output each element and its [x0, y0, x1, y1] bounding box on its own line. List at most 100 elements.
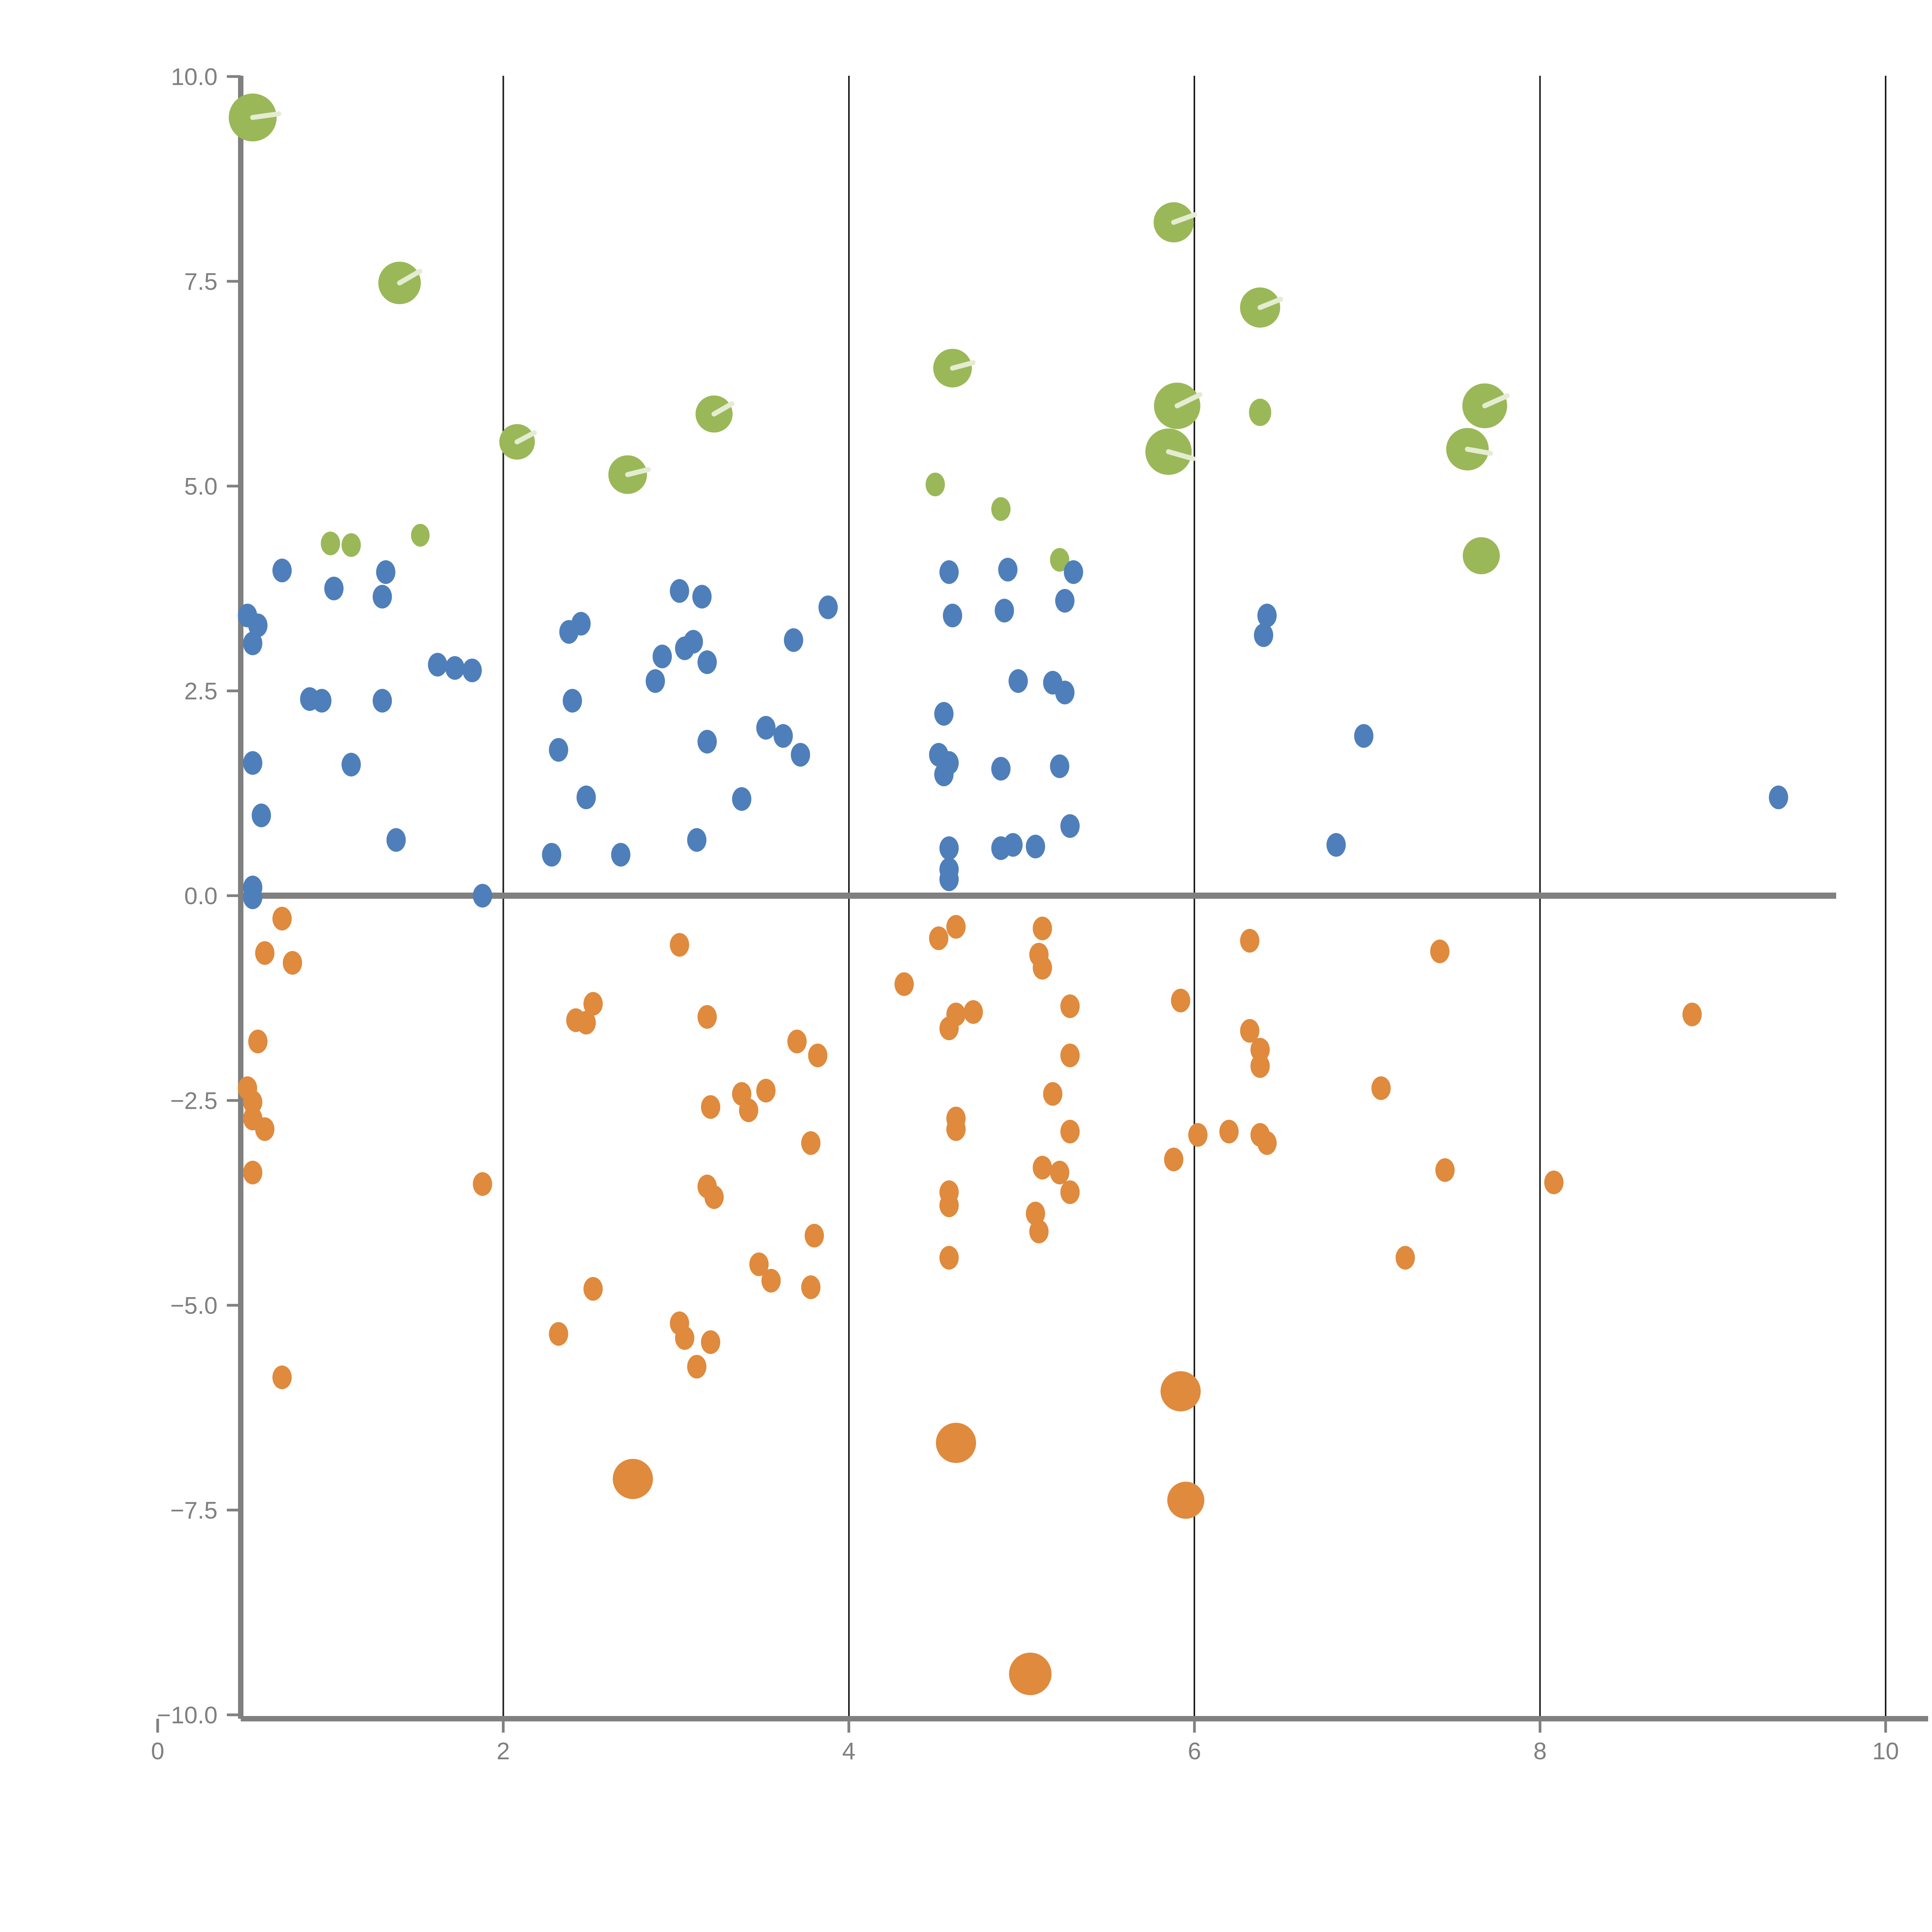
data-point-green-4[interactable]	[933, 349, 976, 388]
data-point-orange-40[interactable]	[255, 1117, 275, 1141]
data-point-orange-64[interactable]	[749, 1252, 769, 1276]
data-point-blue-34[interactable]	[563, 689, 582, 713]
data-point-orange-21[interactable]	[939, 1016, 959, 1041]
data-point-orange-38[interactable]	[946, 1117, 966, 1141]
data-point-orange-52[interactable]	[1544, 1170, 1564, 1194]
data-point-green-8[interactable]	[499, 424, 537, 460]
data-point-blue-16[interactable]	[1257, 604, 1277, 628]
data-point-blue-17[interactable]	[559, 620, 579, 644]
data-point-orange-76[interactable]	[612, 1459, 653, 1499]
data-point-orange-26[interactable]	[808, 1043, 828, 1068]
data-point-orange-43[interactable]	[1219, 1119, 1239, 1144]
data-point-blue-45[interactable]	[243, 751, 262, 775]
data-point-green-14[interactable]	[991, 497, 1011, 521]
data-point-blue-4[interactable]	[1064, 560, 1083, 584]
data-point-orange-61[interactable]	[804, 1224, 824, 1248]
data-point-blue-42[interactable]	[791, 743, 810, 767]
data-point-blue-37[interactable]	[756, 716, 776, 740]
data-point-orange-50[interactable]	[1164, 1147, 1184, 1172]
data-point-blue-15[interactable]	[995, 599, 1014, 622]
data-point-orange-28[interactable]	[1250, 1054, 1270, 1078]
data-point-orange-78[interactable]	[1009, 1653, 1052, 1695]
data-point-green-0[interactable]	[228, 94, 281, 141]
data-point-orange-65[interactable]	[761, 1269, 781, 1293]
data-point-orange-11[interactable]	[894, 972, 914, 996]
data-point-blue-65[interactable]	[939, 867, 959, 891]
data-point-green-12[interactable]	[1249, 398, 1271, 426]
data-point-green-1[interactable]	[378, 262, 422, 304]
data-point-blue-3[interactable]	[998, 558, 1018, 582]
data-point-orange-0[interactable]	[272, 906, 292, 931]
data-point-blue-1[interactable]	[376, 560, 396, 584]
data-point-orange-23[interactable]	[248, 1029, 268, 1054]
data-point-blue-5[interactable]	[324, 577, 344, 600]
data-point-orange-63[interactable]	[939, 1246, 959, 1270]
data-point-green-5[interactable]	[1154, 383, 1203, 429]
data-point-orange-12[interactable]	[1171, 988, 1190, 1013]
data-point-orange-1[interactable]	[946, 915, 966, 939]
data-point-blue-61[interactable]	[542, 843, 561, 867]
data-point-blue-29[interactable]	[1009, 669, 1028, 693]
data-point-blue-32[interactable]	[312, 689, 332, 713]
data-point-blue-40[interactable]	[697, 730, 717, 754]
data-point-orange-71[interactable]	[701, 1330, 721, 1354]
data-point-green-11[interactable]	[608, 455, 651, 494]
data-point-orange-41[interactable]	[1060, 1119, 1080, 1144]
data-point-blue-55[interactable]	[386, 828, 406, 852]
data-point-orange-20[interactable]	[577, 1010, 596, 1035]
data-point-orange-13[interactable]	[583, 992, 603, 1016]
data-point-blue-27[interactable]	[428, 653, 447, 677]
data-point-blue-10[interactable]	[818, 595, 838, 619]
data-point-blue-53[interactable]	[252, 803, 271, 827]
series-blue-markers[interactable]	[238, 558, 1788, 909]
data-point-orange-30[interactable]	[243, 1090, 262, 1114]
data-point-green-6[interactable]	[1462, 383, 1510, 429]
series-orange-markers[interactable]	[238, 906, 1702, 1695]
data-point-orange-51[interactable]	[1435, 1158, 1455, 1182]
data-point-orange-18[interactable]	[697, 1005, 717, 1029]
data-point-orange-16[interactable]	[963, 1000, 983, 1024]
data-point-blue-38[interactable]	[773, 724, 793, 748]
data-point-orange-57[interactable]	[1060, 1180, 1080, 1204]
data-point-blue-57[interactable]	[1326, 833, 1346, 857]
data-point-orange-25[interactable]	[1060, 1043, 1080, 1068]
data-point-green-18[interactable]	[341, 533, 361, 557]
data-point-orange-77[interactable]	[1167, 1481, 1204, 1519]
data-point-blue-52[interactable]	[732, 787, 752, 811]
data-point-orange-58[interactable]	[939, 1193, 959, 1218]
data-point-orange-4[interactable]	[1240, 929, 1260, 953]
data-point-blue-56[interactable]	[687, 828, 707, 852]
data-point-blue-35[interactable]	[1055, 680, 1075, 704]
data-point-orange-7[interactable]	[1430, 939, 1450, 963]
data-point-green-19[interactable]	[1050, 548, 1070, 572]
data-point-blue-14[interactable]	[943, 604, 963, 628]
data-point-orange-72[interactable]	[687, 1355, 707, 1379]
data-point-blue-41[interactable]	[549, 738, 568, 762]
data-point-blue-47[interactable]	[991, 757, 1011, 781]
data-point-orange-5[interactable]	[670, 933, 689, 957]
data-point-green-15[interactable]	[1463, 537, 1500, 575]
data-point-orange-46[interactable]	[801, 1131, 821, 1155]
data-point-orange-35[interactable]	[739, 1098, 759, 1122]
data-point-blue-7[interactable]	[670, 579, 689, 603]
data-point-blue-21[interactable]	[1254, 623, 1274, 647]
data-point-blue-63[interactable]	[939, 836, 959, 860]
data-point-orange-42[interactable]	[1188, 1123, 1208, 1147]
data-point-blue-0[interactable]	[272, 558, 292, 583]
data-point-orange-47[interactable]	[1032, 1156, 1052, 1180]
data-point-orange-59[interactable]	[1026, 1201, 1045, 1226]
data-point-orange-24[interactable]	[1250, 1037, 1270, 1062]
data-point-green-17[interactable]	[321, 531, 340, 556]
data-point-orange-33[interactable]	[1043, 1082, 1063, 1106]
data-point-blue-68[interactable]	[473, 884, 492, 908]
data-point-blue-24[interactable]	[697, 650, 717, 674]
data-point-blue-33[interactable]	[372, 689, 392, 713]
data-point-blue-25[interactable]	[445, 656, 465, 680]
data-point-green-3[interactable]	[1240, 287, 1283, 328]
data-point-orange-22[interactable]	[1240, 1019, 1260, 1043]
data-point-green-9[interactable]	[1145, 428, 1196, 475]
data-point-blue-60[interactable]	[991, 836, 1011, 860]
data-point-blue-46[interactable]	[341, 753, 361, 777]
data-point-green-10[interactable]	[1446, 428, 1493, 471]
